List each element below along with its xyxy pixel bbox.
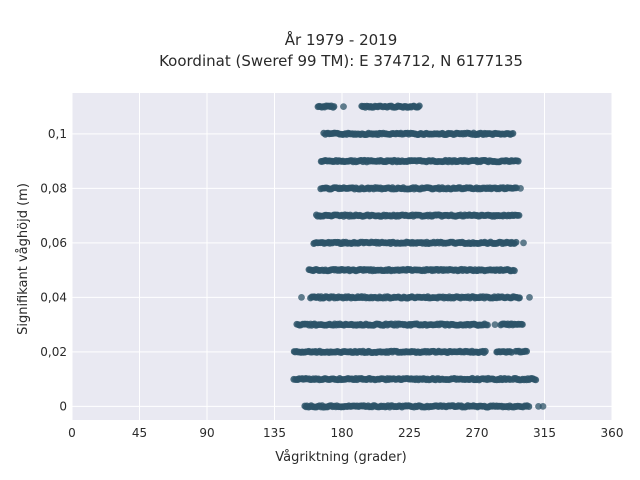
data-point bbox=[330, 103, 338, 110]
data-point bbox=[482, 347, 489, 355]
data-point bbox=[526, 293, 533, 301]
data-point bbox=[512, 238, 520, 246]
y-tick-label: 0,08 bbox=[40, 181, 67, 195]
data-point bbox=[525, 403, 533, 410]
data-point bbox=[509, 130, 517, 137]
x-tick-label: 315 bbox=[533, 426, 556, 440]
data-point bbox=[516, 294, 523, 302]
data-point bbox=[514, 157, 522, 165]
data-point bbox=[520, 239, 527, 247]
data-point bbox=[523, 347, 531, 355]
y-tick-label: 0,06 bbox=[40, 236, 67, 250]
x-tick-label: 270 bbox=[466, 426, 489, 440]
data-point bbox=[340, 103, 347, 111]
chart-title-line: År 1979 - 2019 bbox=[285, 30, 398, 49]
x-tick-label: 45 bbox=[132, 426, 147, 440]
data-point bbox=[532, 376, 540, 384]
x-axis-ticks: 0 45 90 135 180 225 270 315 360 bbox=[68, 426, 623, 440]
data-point bbox=[415, 102, 423, 110]
data-point bbox=[298, 293, 305, 301]
y-tick-label: 0,04 bbox=[40, 290, 67, 304]
chart-title-line: Koordinat (Sweref 99 TM): E 374712, N 61… bbox=[159, 52, 523, 70]
chart-title: År 1979 - 2019 Koordinat (Sweref 99 TM): … bbox=[159, 30, 523, 70]
x-tick-label: 360 bbox=[601, 426, 624, 440]
y-axis-label: Signifikant våghöjd (m) bbox=[16, 183, 31, 335]
x-tick-label: 0 bbox=[68, 426, 76, 440]
data-point bbox=[515, 211, 523, 219]
y-axis-ticks: 0 0,02 0,04 0,06 0,08 0,1 bbox=[40, 127, 67, 414]
y-tick-label: 0,02 bbox=[40, 345, 67, 359]
data-point bbox=[511, 267, 518, 275]
x-tick-label: 135 bbox=[263, 426, 286, 440]
data-point bbox=[539, 402, 547, 410]
data-point bbox=[517, 184, 524, 192]
x-tick-label: 90 bbox=[199, 426, 214, 440]
data-point bbox=[519, 321, 526, 328]
x-tick-label: 180 bbox=[331, 426, 354, 440]
data-point bbox=[491, 321, 499, 329]
y-tick-label: 0 bbox=[59, 399, 67, 413]
x-tick-label: 225 bbox=[398, 426, 421, 440]
y-tick-label: 0,1 bbox=[48, 127, 67, 141]
data-points bbox=[290, 102, 547, 411]
data-point bbox=[484, 321, 491, 329]
x-axis-label: Vågriktning (grader) bbox=[275, 450, 406, 465]
